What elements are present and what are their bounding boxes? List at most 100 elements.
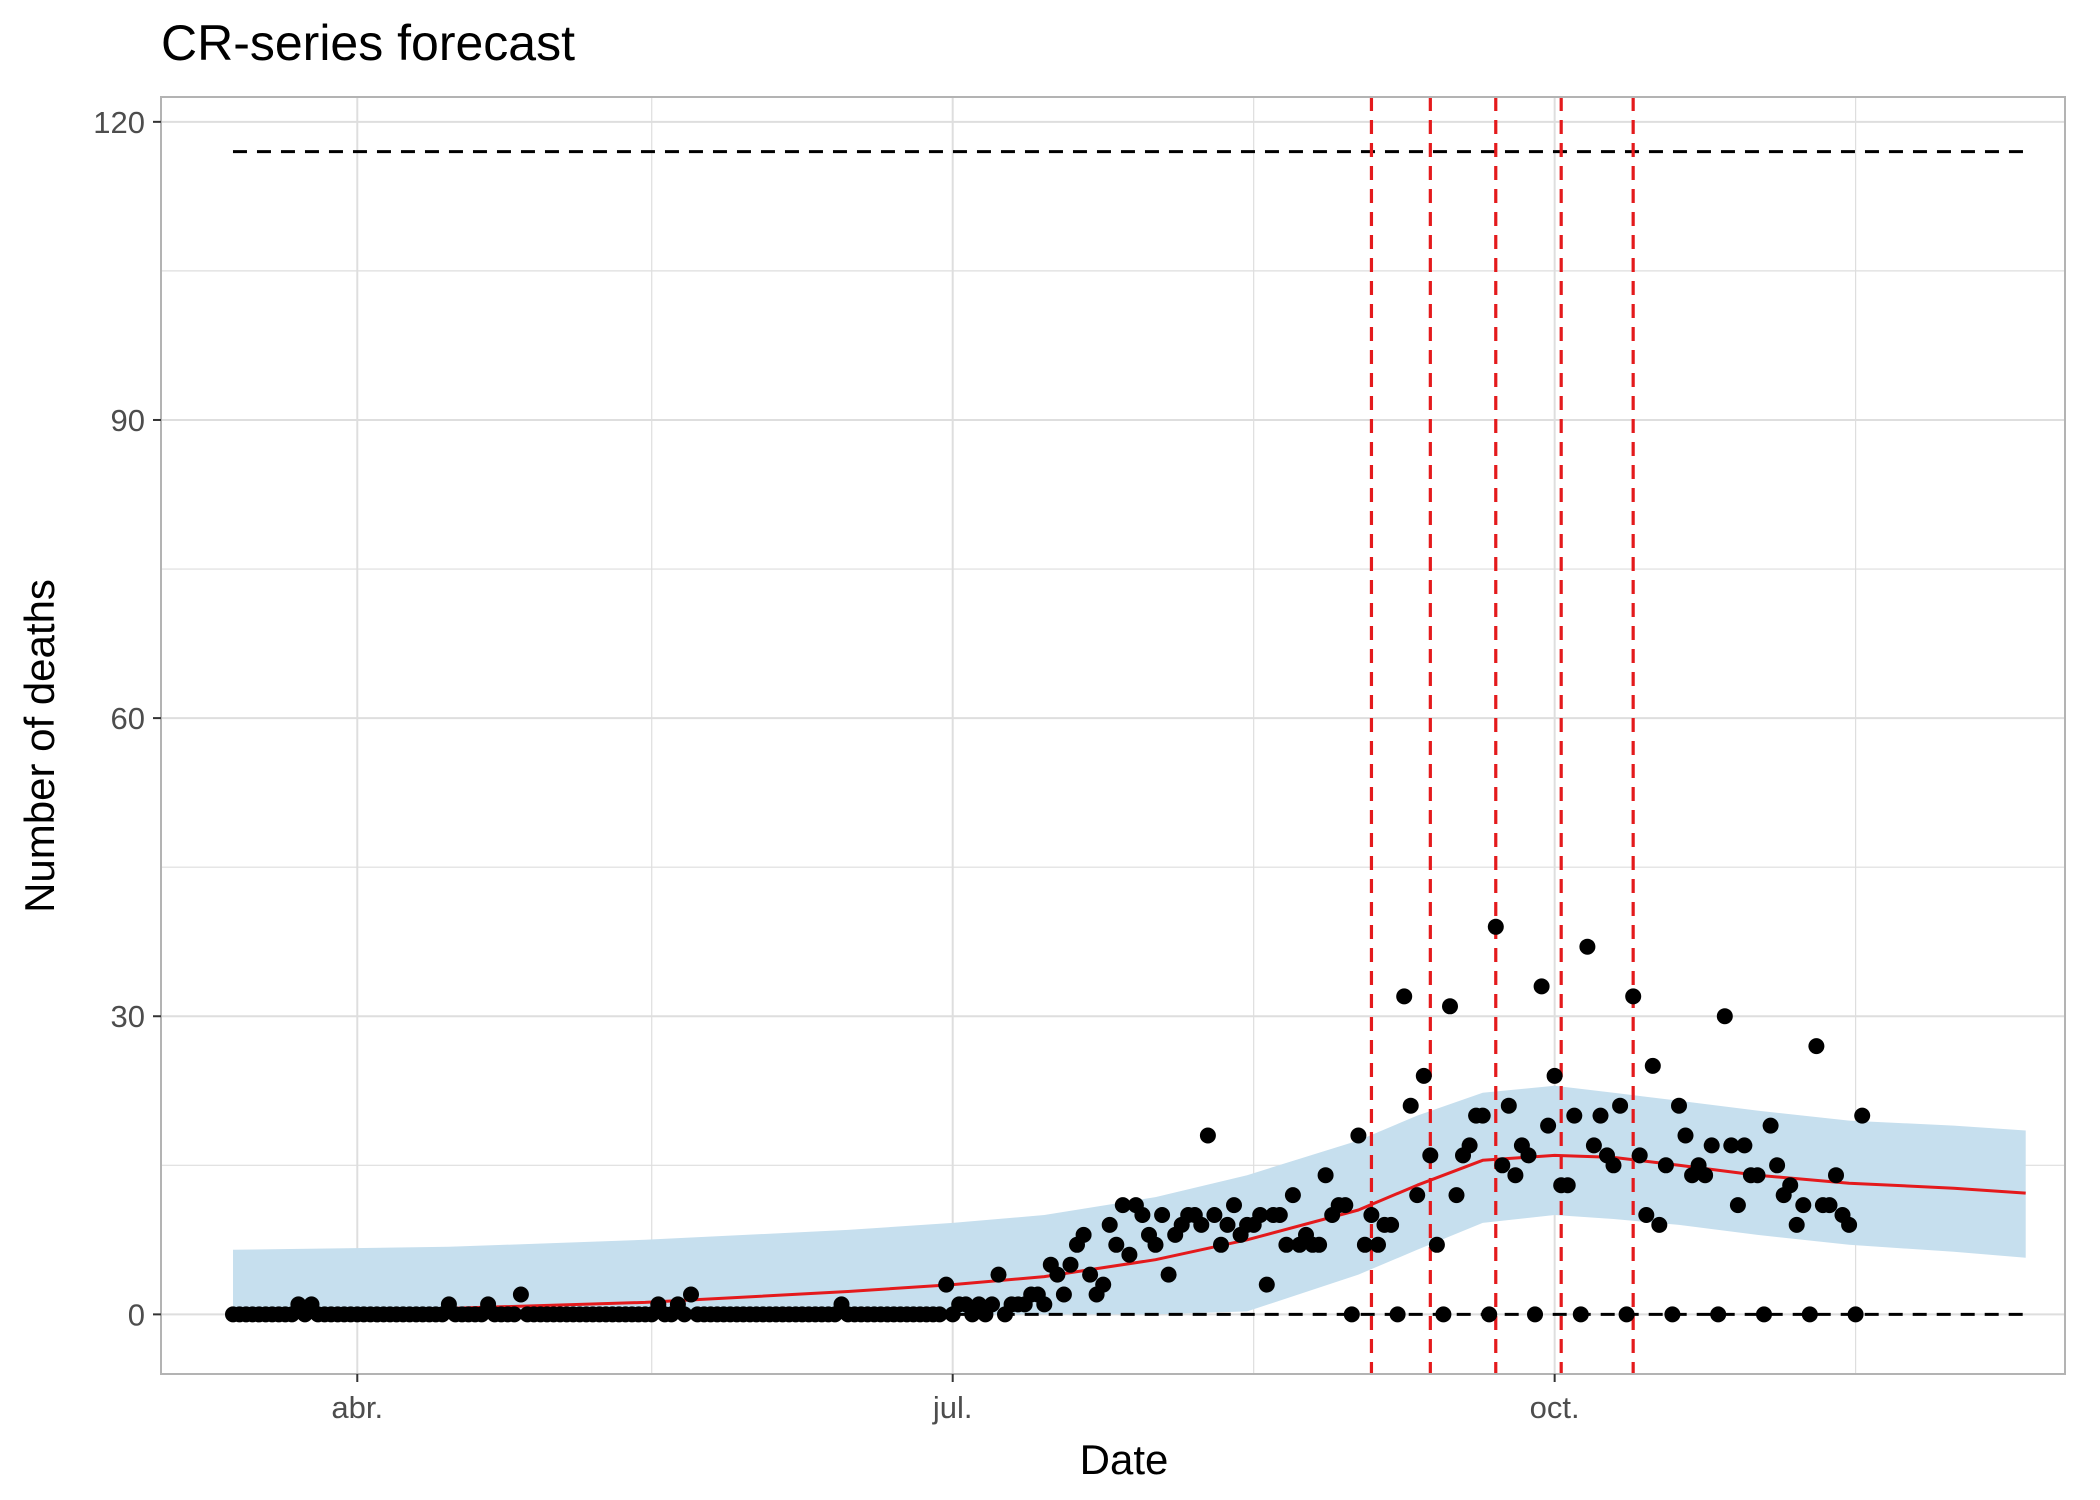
data-point: [1337, 1197, 1354, 1214]
data-point: [1749, 1167, 1766, 1184]
grid: [161, 97, 2065, 1374]
y-tick-label: 120: [93, 105, 145, 140]
data-point: [1461, 1137, 1478, 1154]
chart-title: CR-series forecast: [161, 15, 575, 71]
data-point: [1533, 978, 1550, 995]
data-point: [1677, 1127, 1694, 1144]
data-point: [1605, 1157, 1622, 1174]
fit-line: [232, 1153, 2026, 1311]
data-point: [1579, 938, 1596, 955]
data-point: [1226, 1197, 1242, 1214]
data-point: [984, 1296, 1000, 1313]
data-point: [1114, 1197, 1131, 1214]
data-point: [506, 1306, 523, 1323]
y-tick-label: 30: [111, 999, 145, 1034]
data-point: [1055, 1286, 1072, 1303]
x-axis-title: Date: [1080, 1436, 1169, 1483]
data-point: [1500, 1097, 1517, 1114]
data-point: [1716, 1008, 1733, 1025]
data-point: [1651, 1216, 1668, 1233]
observed-points: [225, 918, 1871, 1323]
data-point: [1847, 1306, 1864, 1323]
data-point: [1631, 1147, 1648, 1164]
data-point: [1193, 1216, 1210, 1233]
y-tick-label: 0: [128, 1297, 145, 1332]
data-point: [1618, 1306, 1635, 1323]
data-point: [1311, 1236, 1328, 1253]
y-axis-title: Number of deaths: [16, 579, 63, 913]
data-point: [1821, 1197, 1838, 1214]
data-point: [1062, 1256, 1079, 1273]
data-point: [1828, 1167, 1844, 1184]
y-tick-label: 90: [111, 403, 145, 438]
data-point: [1657, 1157, 1674, 1174]
y-tick-label: 60: [111, 701, 145, 736]
data-point: [1481, 1306, 1498, 1323]
data-point: [1736, 1137, 1753, 1154]
data-point: [1435, 1306, 1452, 1323]
data-point: [1448, 1187, 1465, 1204]
data-point: [1160, 1266, 1177, 1283]
data-point: [1625, 988, 1642, 1005]
data-point: [1592, 1107, 1609, 1124]
data-point: [1199, 1127, 1216, 1144]
data-point: [1343, 1306, 1360, 1323]
data-point: [938, 1276, 955, 1293]
data-point: [1075, 1226, 1092, 1243]
data-point: [1258, 1276, 1275, 1293]
data-point: [1036, 1296, 1053, 1313]
data-point: [1049, 1266, 1066, 1283]
data-point: [1402, 1097, 1419, 1114]
data-point: [1409, 1187, 1426, 1204]
data-point: [1422, 1147, 1439, 1164]
data-point: [1566, 1107, 1583, 1124]
data-point: [1252, 1207, 1269, 1223]
data-point: [1154, 1207, 1171, 1223]
panel-border: [160, 96, 2066, 1375]
data-point: [1507, 1167, 1524, 1184]
data-point: [1612, 1097, 1629, 1114]
data-point: [1841, 1216, 1858, 1233]
data-point: [1854, 1107, 1871, 1124]
data-point: [1213, 1236, 1229, 1253]
data-point: [1356, 1236, 1373, 1253]
data-point: [683, 1286, 699, 1303]
data-point: [1317, 1167, 1334, 1184]
data-point: [1134, 1207, 1151, 1223]
data-point: [1121, 1246, 1138, 1263]
data-point: [1782, 1177, 1799, 1194]
data-point: [1095, 1276, 1112, 1293]
data-point: [1808, 1038, 1825, 1055]
data-point: [931, 1306, 948, 1323]
data-point: [1769, 1157, 1786, 1174]
data-point: [1671, 1097, 1687, 1114]
data-point: [1801, 1306, 1818, 1323]
data-point: [1703, 1137, 1720, 1154]
data-point: [1520, 1147, 1537, 1164]
data-point: [1389, 1306, 1406, 1323]
data-point: [1559, 1177, 1576, 1194]
data-point: [1788, 1216, 1805, 1233]
data-point: [1383, 1216, 1400, 1233]
data-point: [1350, 1127, 1367, 1144]
data-point: [1370, 1236, 1386, 1253]
data-point: [1082, 1266, 1099, 1283]
data-point: [1487, 918, 1504, 935]
data-point: [1271, 1207, 1288, 1223]
data-point: [1540, 1117, 1557, 1134]
data-point: [1474, 1107, 1491, 1124]
data-point: [1494, 1157, 1511, 1174]
data-point: [1278, 1236, 1295, 1253]
data-point: [1415, 1067, 1432, 1084]
data-point: [1723, 1137, 1740, 1154]
data-point: [1572, 1306, 1589, 1323]
data-point: [1428, 1236, 1445, 1253]
data-point: [1527, 1306, 1543, 1323]
data-point: [1638, 1207, 1655, 1223]
data-point: [676, 1306, 693, 1323]
data-point: [1546, 1067, 1563, 1084]
data-point: [1756, 1306, 1772, 1323]
x-tick-label: abr.: [331, 1390, 383, 1425]
data-point: [1697, 1167, 1714, 1184]
